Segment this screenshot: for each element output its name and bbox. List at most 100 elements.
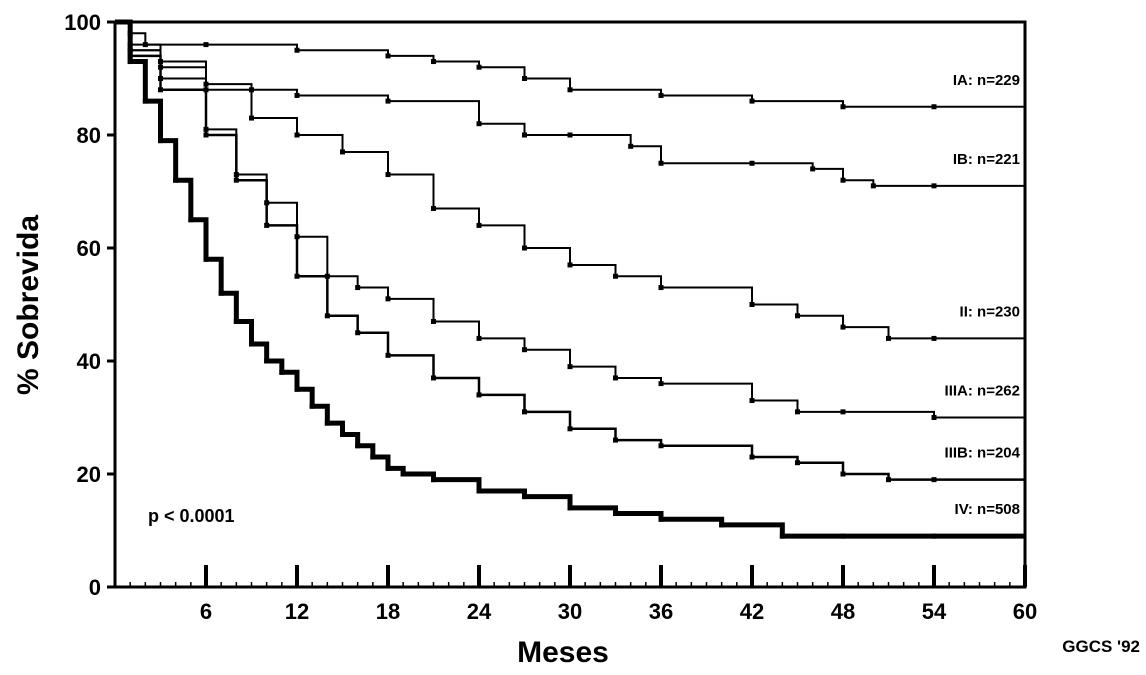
series-line <box>115 21 1025 187</box>
censor-mark <box>324 420 330 426</box>
p-value-annotation: p < 0.0001 <box>148 506 235 526</box>
censor-mark <box>431 318 436 324</box>
censor-mark <box>431 375 436 381</box>
censor-mark <box>188 217 194 223</box>
censor-mark <box>628 143 634 149</box>
censor-mark <box>779 533 785 539</box>
censor-mark <box>233 177 239 183</box>
censor-mark <box>840 471 846 477</box>
censor-mark <box>522 409 527 415</box>
censor-mark <box>613 273 618 279</box>
censor-mark <box>294 92 300 98</box>
series-label: II: n=230 <box>960 303 1020 320</box>
x-tick-label: 36 <box>649 599 673 624</box>
censor-mark <box>870 183 876 189</box>
censor-mark <box>476 392 482 398</box>
censor-mark <box>931 415 937 420</box>
censor-mark <box>264 358 270 364</box>
source-credit: GGCS '92 <box>1062 637 1140 656</box>
censor-mark <box>749 302 755 307</box>
series-line <box>115 19 1025 539</box>
censor-mark <box>431 205 436 211</box>
censor-mark <box>340 149 345 155</box>
censor-mark <box>567 132 573 138</box>
censor-mark <box>203 132 209 138</box>
censor-mark <box>810 166 816 172</box>
series-lines <box>115 19 1025 539</box>
censor-mark <box>385 98 391 104</box>
y-tick-label: 80 <box>77 123 101 148</box>
y-tick-label: 100 <box>64 10 101 35</box>
censor-mark <box>476 64 482 70</box>
censor-mark <box>658 285 664 291</box>
censor-mark <box>385 352 391 358</box>
x-tick-label: 12 <box>285 599 309 624</box>
series-label: IIIB: n=204 <box>945 445 1021 462</box>
censor-mark <box>931 183 937 189</box>
censor-mark <box>567 505 573 511</box>
x-tick-label: 48 <box>831 599 855 624</box>
censor-mark <box>567 262 573 268</box>
censor-mark <box>294 273 300 279</box>
censor-mark <box>749 160 755 166</box>
x-tick-label: 18 <box>376 599 400 624</box>
plot-frame <box>113 20 1027 589</box>
censor-mark <box>840 177 846 183</box>
censor-mark <box>294 132 300 138</box>
censor-mark <box>355 443 361 449</box>
censor-mark <box>233 318 239 324</box>
censor-mark <box>324 313 330 319</box>
censor-mark <box>522 76 527 81</box>
censor-mark <box>203 42 209 48</box>
censor-mark <box>931 477 937 483</box>
y-tick-label: 60 <box>77 236 101 261</box>
censor-mark <box>431 477 436 483</box>
censor-mark <box>522 245 527 251</box>
censor-mark <box>385 296 391 302</box>
x-axis-title: Meses <box>517 636 609 669</box>
series-label: IB: n=221 <box>953 151 1020 168</box>
censor-mark <box>203 256 209 262</box>
x-tick-label: 54 <box>922 599 947 624</box>
y-tick-label: 40 <box>77 349 101 374</box>
censor-mark <box>931 104 937 110</box>
censor-mark <box>658 92 664 98</box>
censor-mark <box>522 494 527 500</box>
censor-mark <box>795 313 800 319</box>
censor-mark <box>158 87 163 93</box>
censor-mark <box>476 488 482 494</box>
censor-mark <box>249 115 254 121</box>
censor-mark <box>567 426 573 432</box>
series-label: IIIA: n=262 <box>945 383 1020 400</box>
censor-mark <box>476 121 482 127</box>
y-axis-title: % Sobrevida <box>12 215 45 395</box>
censor-mark <box>840 533 846 539</box>
censor-mark <box>400 471 406 477</box>
x-axis-ticks: 6 12 18 24 30 36 42 48 54 60 <box>129 565 1037 624</box>
censor-mark <box>658 443 664 449</box>
x-tick-label: 6 <box>200 599 212 624</box>
censor-mark <box>613 375 618 381</box>
censor-mark <box>431 59 436 65</box>
censor-mark <box>886 335 891 341</box>
censor-mark <box>476 222 482 228</box>
censor-mark <box>294 47 300 53</box>
y-tick-label: 0 <box>89 575 101 600</box>
censor-mark <box>886 477 891 483</box>
censor-mark <box>158 138 163 144</box>
censor-mark <box>795 409 800 415</box>
censor-mark <box>522 132 527 138</box>
censor-mark <box>309 403 315 409</box>
series-label: IA: n=229 <box>953 72 1020 89</box>
x-tick-label: 60 <box>1013 599 1037 624</box>
series-line <box>115 21 1025 419</box>
censor-mark <box>749 98 755 104</box>
censor-mark <box>218 290 224 296</box>
censor-mark <box>749 454 755 460</box>
censor-mark <box>279 369 285 375</box>
censor-mark <box>249 341 254 347</box>
censor-mark <box>264 222 270 228</box>
censor-mark <box>749 398 755 404</box>
x-tick-label: 30 <box>558 599 582 624</box>
